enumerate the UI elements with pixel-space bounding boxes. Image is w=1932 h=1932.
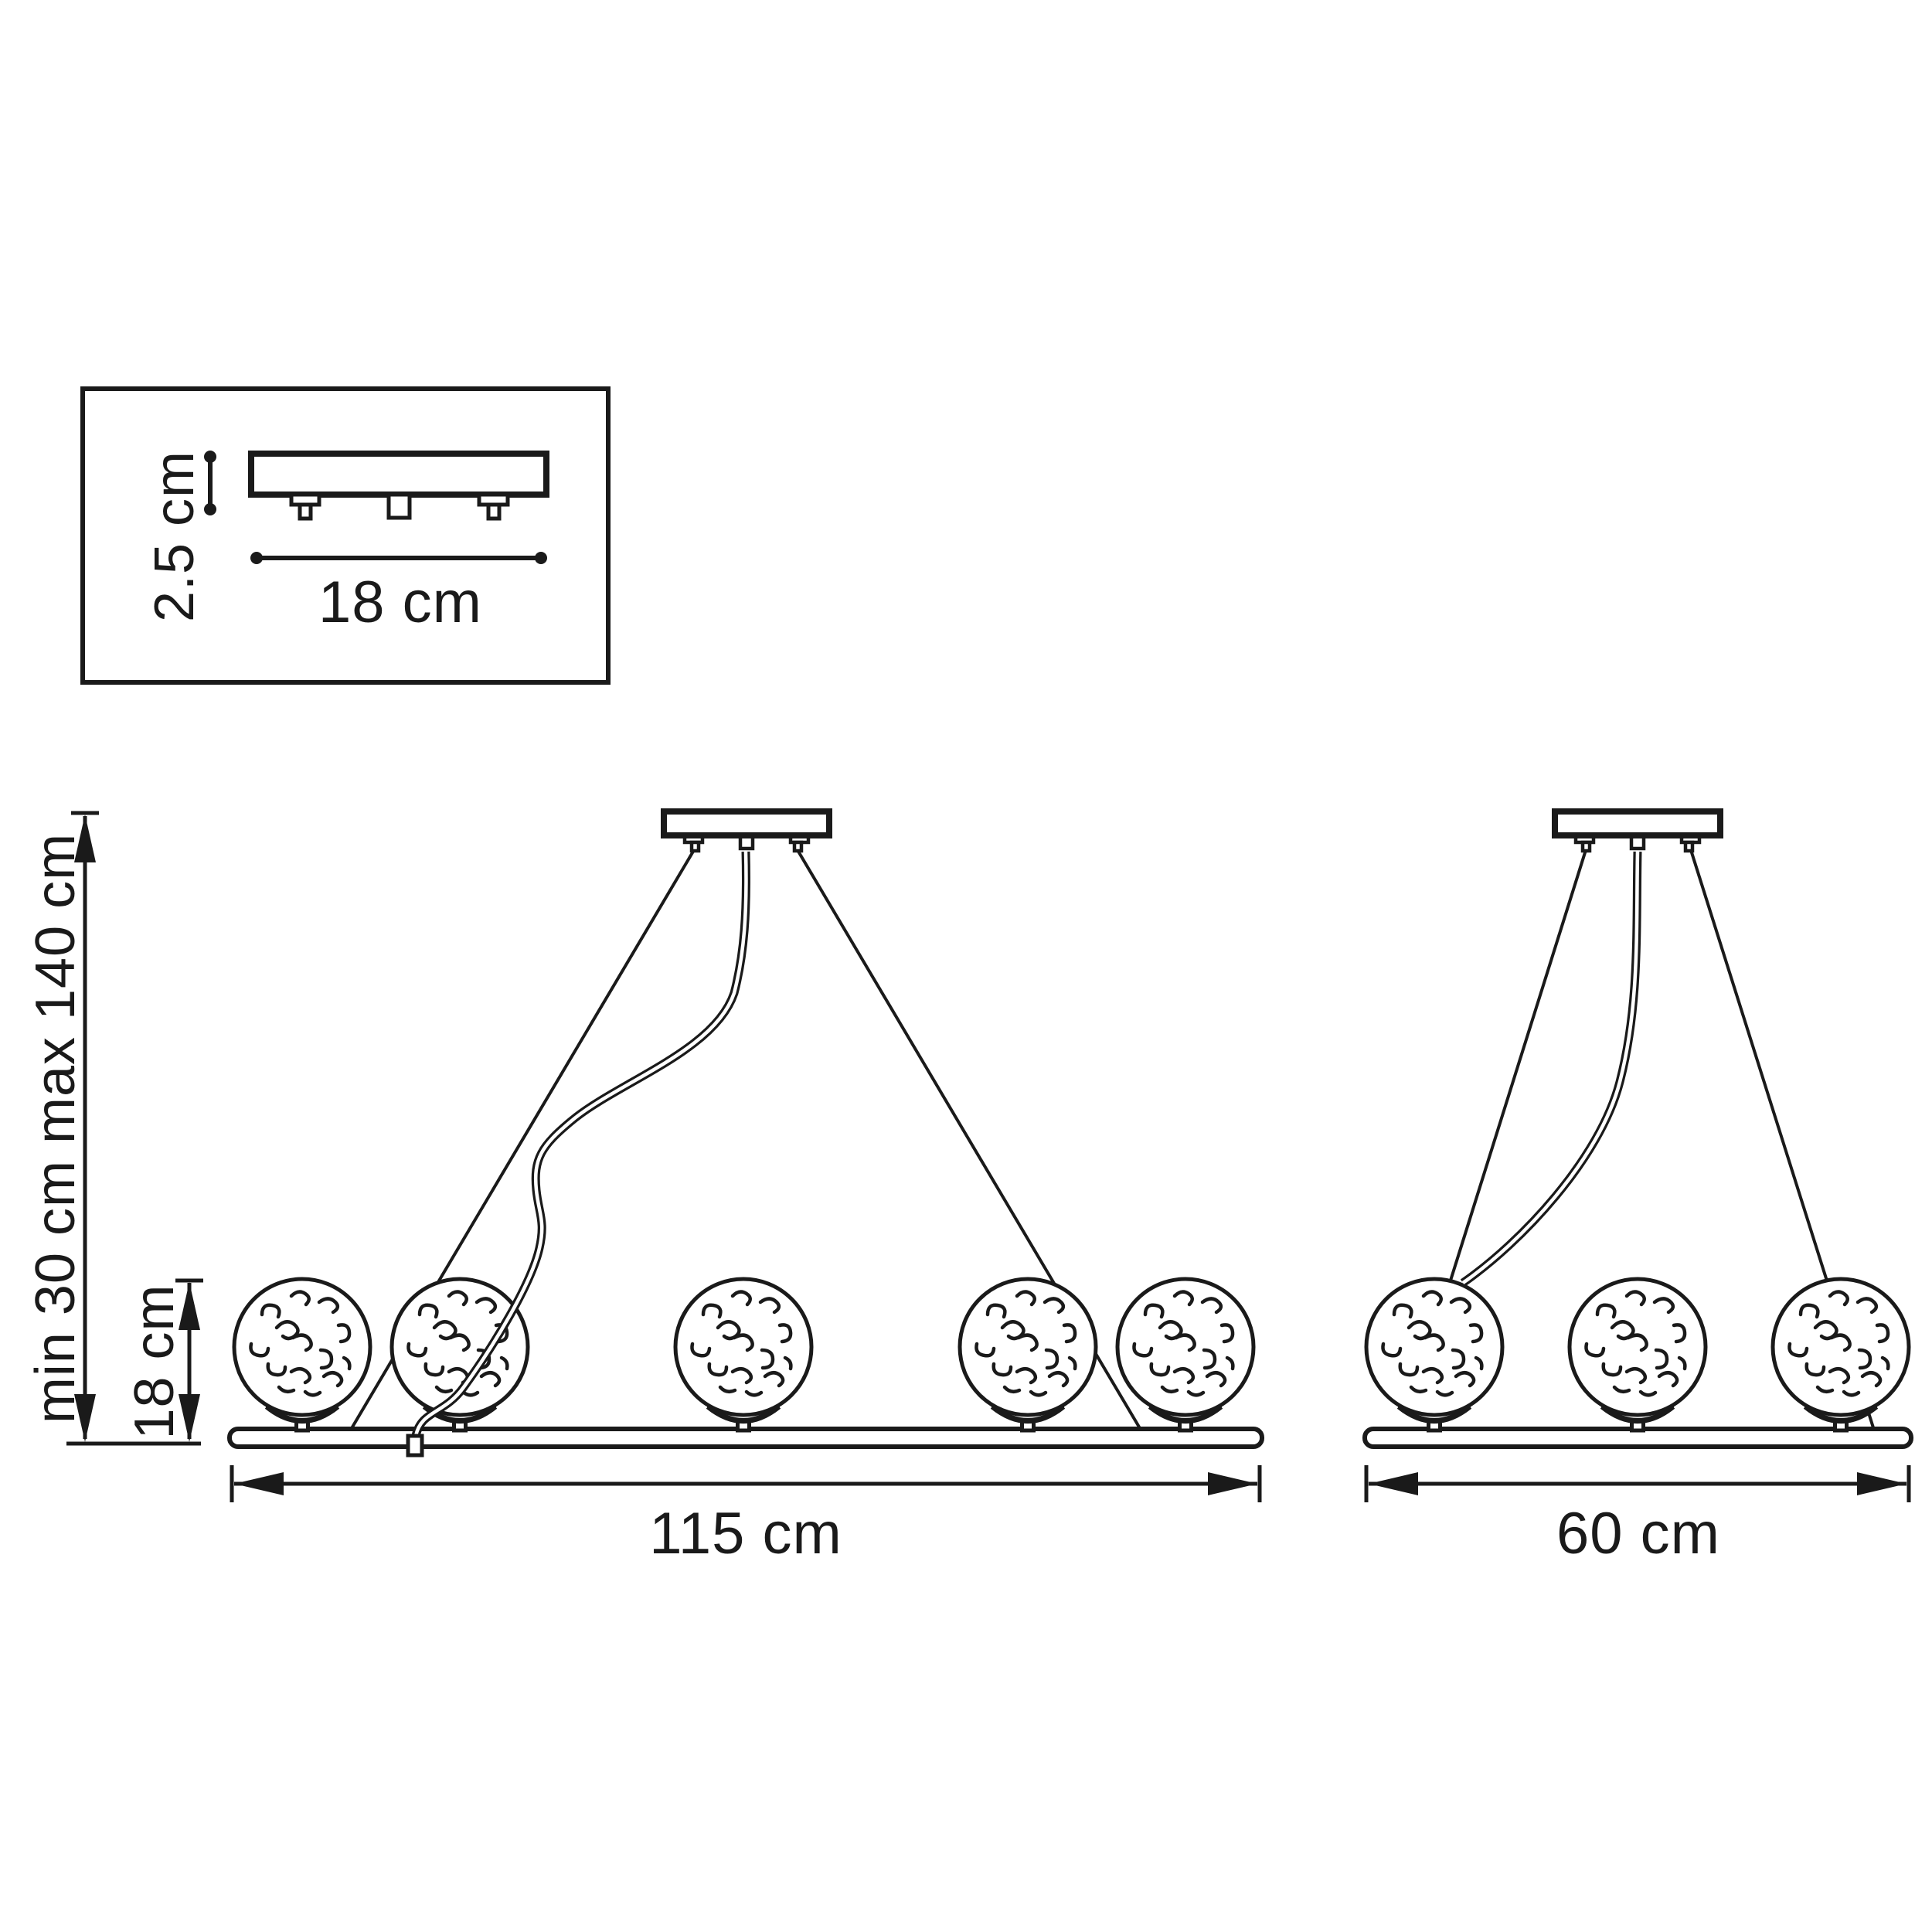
ceiling-canopy — [1555, 811, 1720, 851]
plate-height-dimension: 2.5 cm — [144, 451, 216, 622]
shade-height-dimension: 18 cm — [66, 1278, 203, 1446]
large-fixture-width-dimension: 115 cm — [230, 1465, 1262, 1566]
inset-frame — [80, 386, 611, 685]
large-fixture-width-label: 115 cm — [649, 1501, 842, 1566]
glass-shade — [1773, 1279, 1909, 1415]
power-cord — [406, 851, 750, 1458]
suspension-wire — [1448, 849, 1587, 1284]
ceiling-canopy — [664, 811, 829, 851]
mounting-plate-inset: 2.5 cm 18 cm — [80, 386, 611, 685]
glass-shade — [1117, 1279, 1253, 1415]
large-fixture — [227, 811, 1264, 1458]
cord-grip — [406, 1434, 424, 1458]
shade-height-label: 18 cm — [124, 1284, 185, 1439]
plate-width-dimension: 18 cm — [250, 552, 547, 635]
small-fixture-width-label: 60 cm — [1556, 1501, 1720, 1566]
glass-shades — [1366, 1279, 1909, 1415]
glass-shades — [234, 1279, 1253, 1415]
glass-shade — [1570, 1279, 1706, 1415]
glass-shade — [234, 1279, 370, 1415]
suspension-height-dimension: min 30 cm max 140 cm — [25, 811, 99, 1442]
mounting-plate — [248, 451, 549, 498]
plate-width-label: 18 cm — [318, 570, 482, 635]
power-cord — [1460, 851, 1642, 1287]
glass-shade — [960, 1279, 1096, 1415]
small-fixture — [1362, 811, 1913, 1449]
suspension-height-label: min 30 cm max 140 cm — [25, 833, 87, 1423]
plate-height-label: 2.5 cm — [144, 451, 206, 622]
glass-shade — [675, 1279, 811, 1415]
small-fixture-width-dimension: 60 cm — [1364, 1465, 1911, 1566]
glass-shade — [1366, 1279, 1502, 1415]
plate-screws — [289, 492, 510, 521]
